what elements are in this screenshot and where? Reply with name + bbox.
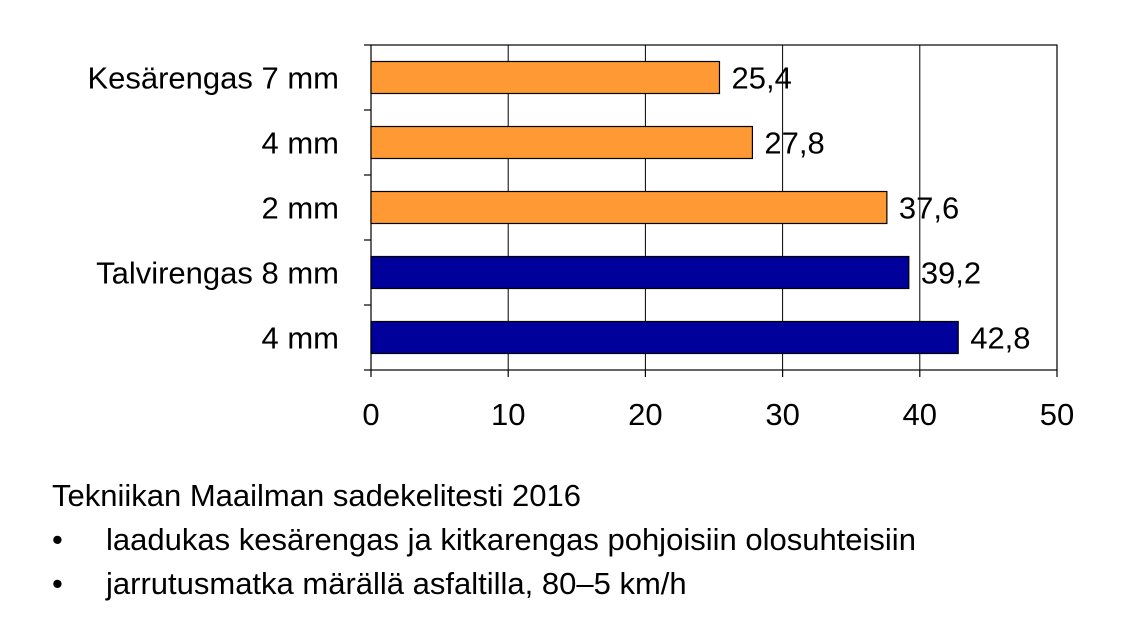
category-label: Kesärengas 7 mm (87, 61, 339, 96)
bullet-icon: • (52, 522, 63, 557)
x-tick-label: 40 (903, 397, 937, 432)
bullet-icon: • (52, 566, 63, 601)
category-label: 4 mm (262, 321, 340, 356)
caption: Tekniikan Maailman sadekelitesti 2016 • … (52, 474, 916, 606)
category-label: Talvirengas 8 mm (96, 256, 339, 291)
labels: 0 10 20 30 40 50 Kesärengas 7 mm 25,4 4 mm 27,8 2 … (87, 61, 1074, 433)
x-tick-label: 30 (765, 397, 799, 432)
bar (370, 125, 754, 160)
x-tick-label: 50 (1040, 397, 1074, 432)
data-label: 25,4 (731, 61, 791, 96)
caption-bullet: • jarrutusmatka märällä asfaltilla, 80–5… (52, 562, 916, 606)
caption-title: Tekniikan Maailman sadekelitesti 2016 (52, 478, 582, 513)
caption-bullet-text: laadukas kesärengas ja kitkarengas pohjo… (106, 522, 916, 557)
data-label: 42,8 (970, 321, 1030, 356)
bar-chart: 0 10 20 30 40 50 Kesärengas 7 mm 25,4 4 mm 27,8 2 … (87, 44, 1074, 433)
bar (370, 255, 910, 290)
category-label: 2 mm (262, 191, 340, 226)
data-label: 27,8 (764, 126, 824, 161)
caption-bullet-text: jarrutusmatka märällä asfaltilla, 80–5 k… (106, 566, 687, 601)
axes (364, 44, 1058, 377)
x-tick-label: 0 (362, 397, 379, 432)
x-tick-label: 20 (628, 397, 662, 432)
bar (370, 320, 959, 355)
bar (370, 60, 721, 95)
x-tick-label: 10 (491, 397, 525, 432)
data-label: 37,6 (899, 191, 959, 226)
category-label: 4 mm (262, 126, 340, 161)
bars (370, 60, 959, 355)
data-label: 39,2 (921, 256, 981, 291)
bar (370, 190, 888, 225)
caption-bullet: • laadukas kesärengas ja kitkarengas poh… (52, 518, 916, 562)
